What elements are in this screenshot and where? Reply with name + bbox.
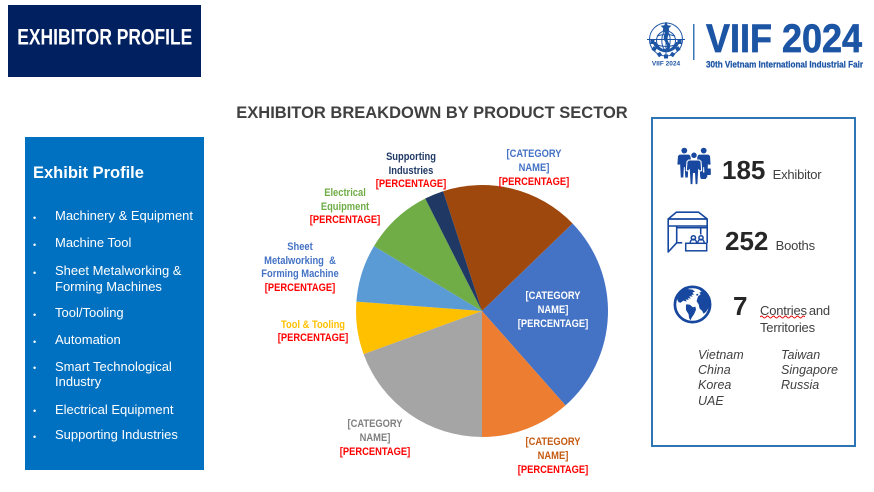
svg-text:EXHIBITOR PROFILE: EXHIBITOR PROFILE [17, 25, 192, 50]
svg-text:30th Vietnam International Ind: 30th Vietnam International Industrial Fa… [706, 60, 863, 71]
svg-text:VIIF 2024: VIIF 2024 [706, 17, 863, 61]
svg-text:VIIF 2024: VIIF 2024 [652, 61, 681, 68]
